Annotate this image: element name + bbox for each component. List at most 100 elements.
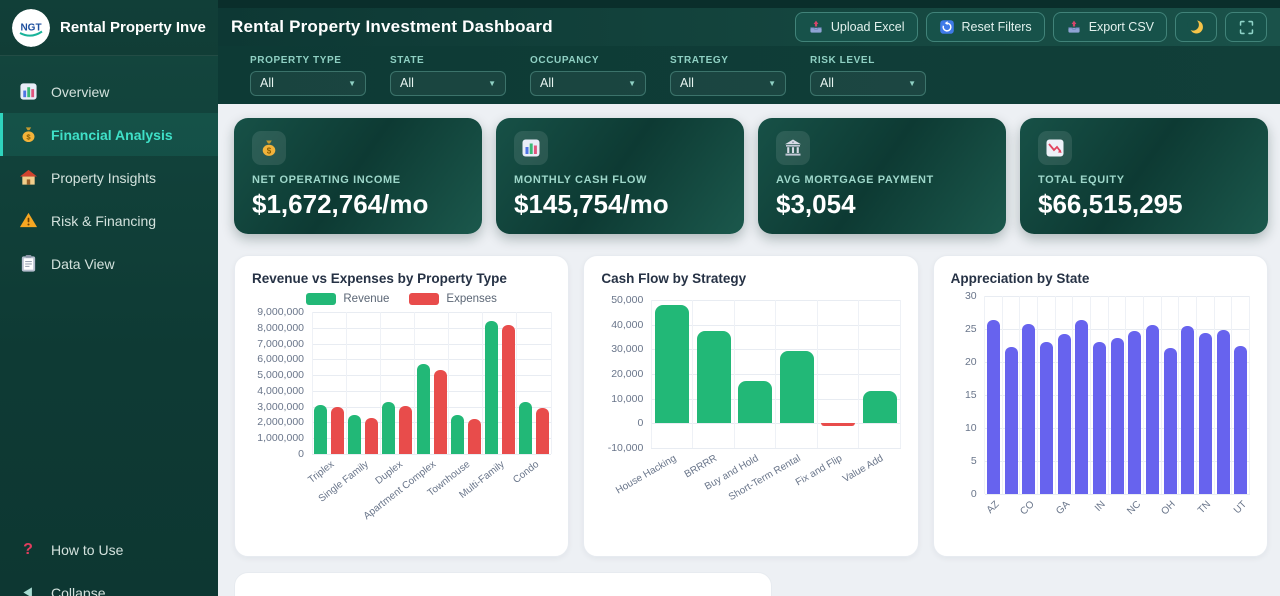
sidebar-item-overview[interactable]: Overview bbox=[0, 70, 218, 113]
legend-item-revenue[interactable]: Revenue bbox=[306, 293, 389, 305]
bar[interactable] bbox=[821, 423, 856, 426]
caret-down-icon: ▼ bbox=[768, 78, 776, 88]
bar[interactable] bbox=[1039, 341, 1053, 494]
bar[interactable] bbox=[738, 381, 773, 424]
content: $ NET OPERATING INCOME $1,672,764/mo MON… bbox=[218, 104, 1280, 596]
export-csv-button[interactable]: Export CSV bbox=[1052, 12, 1167, 42]
sidebar-footer: ? How to Use Collapse bbox=[0, 528, 218, 596]
question-icon: ? bbox=[23, 540, 33, 558]
gridline bbox=[651, 448, 901, 449]
upload-icon bbox=[810, 20, 822, 33]
bar[interactable] bbox=[416, 364, 430, 454]
bar[interactable] bbox=[862, 391, 897, 424]
bar[interactable] bbox=[1057, 334, 1071, 494]
x-tick-label: AZ bbox=[984, 499, 1002, 516]
bar[interactable] bbox=[1075, 319, 1089, 494]
occupancy-select[interactable]: All ▼ bbox=[530, 70, 646, 96]
dark-mode-toggle[interactable] bbox=[1175, 12, 1217, 42]
y-tick-label: 2,000,000 bbox=[257, 416, 304, 429]
bar[interactable] bbox=[450, 415, 464, 454]
bar[interactable] bbox=[365, 417, 379, 454]
gridline bbox=[312, 327, 552, 329]
gridline bbox=[858, 300, 860, 448]
gridline bbox=[312, 312, 552, 313]
gridline bbox=[1054, 296, 1056, 494]
bar[interactable] bbox=[655, 304, 690, 424]
bar[interactable] bbox=[1022, 323, 1036, 494]
property-type-select[interactable]: All ▼ bbox=[250, 70, 366, 96]
moon-icon bbox=[1187, 19, 1203, 34]
bar-chart-icon bbox=[18, 82, 38, 102]
bar[interactable] bbox=[1128, 330, 1142, 494]
y-tick-label: 5,000,000 bbox=[257, 369, 304, 382]
bar[interactable] bbox=[1110, 337, 1124, 494]
revenue-swatch bbox=[306, 293, 337, 305]
bar[interactable] bbox=[1198, 332, 1212, 494]
reset-filters-button[interactable]: Reset Filters bbox=[925, 12, 1045, 42]
bar[interactable] bbox=[433, 370, 447, 454]
gridline bbox=[1160, 296, 1162, 494]
bar[interactable] bbox=[1181, 326, 1195, 494]
chart-plot-area: 0 1,000,000 2,000,000 3,000,000 4,000,000 5,0… bbox=[252, 306, 552, 460]
gridline bbox=[379, 312, 381, 454]
sidebar-item-collapse[interactable]: Collapse bbox=[0, 571, 218, 596]
gridline bbox=[984, 296, 1250, 297]
bar[interactable] bbox=[986, 320, 1000, 494]
gridline bbox=[1072, 296, 1074, 494]
bar[interactable] bbox=[696, 330, 731, 424]
top-strip bbox=[218, 0, 1280, 8]
y-tick-label: 0 bbox=[298, 448, 304, 460]
x-tick-label: GA bbox=[1054, 499, 1073, 517]
bar[interactable] bbox=[1004, 346, 1018, 494]
y-tick-label: 30,000 bbox=[611, 343, 644, 356]
kpi-label: AVG MORTGAGE PAYMENT bbox=[776, 174, 934, 186]
bar[interactable] bbox=[399, 405, 413, 454]
bar[interactable] bbox=[348, 415, 362, 454]
kpi-label: NET OPERATING INCOME bbox=[252, 174, 401, 186]
legend-item-expenses[interactable]: Expenses bbox=[409, 293, 497, 305]
sidebar-item-data-view[interactable]: Data View bbox=[0, 242, 218, 285]
sidebar-item-risk-financing[interactable]: Risk & Financing bbox=[0, 199, 218, 242]
plot bbox=[650, 300, 901, 449]
sidebar-item-label: Property Insights bbox=[51, 169, 157, 186]
bar[interactable] bbox=[779, 350, 814, 424]
bar[interactable] bbox=[1163, 348, 1177, 494]
chart-title: Revenue vs Expenses by Property Type bbox=[252, 271, 507, 286]
y-tick-label: 10 bbox=[964, 422, 977, 434]
sidebar-item-property-insights[interactable]: Property Insights bbox=[0, 156, 218, 199]
sidebar-item-how-to-use[interactable]: ? How to Use bbox=[0, 528, 218, 571]
bar[interactable] bbox=[1092, 342, 1106, 494]
kpi-net-operating-income: $ NET OPERATING INCOME $1,672,764/mo bbox=[234, 118, 482, 234]
gridline bbox=[448, 312, 450, 454]
y-tick-label: 25 bbox=[964, 323, 977, 335]
state-select[interactable]: All ▼ bbox=[390, 70, 506, 96]
kpi-avg-mortgage-payment: AVG MORTGAGE PAYMENT $3,054 bbox=[758, 118, 1006, 234]
bar[interactable] bbox=[484, 320, 498, 454]
sidebar-nav: Overview $ Financial Analysis Property I… bbox=[0, 56, 218, 285]
filter-label: STRATEGY bbox=[670, 54, 729, 66]
upload-excel-button[interactable]: Upload Excel bbox=[794, 12, 918, 42]
bar[interactable] bbox=[314, 405, 328, 454]
risk-level-select[interactable]: All ▼ bbox=[810, 70, 926, 96]
bar[interactable] bbox=[518, 401, 532, 454]
bar[interactable] bbox=[1145, 325, 1159, 494]
x-tick-label: Value Add bbox=[841, 453, 886, 485]
sidebar-item-financial-analysis[interactable]: $ Financial Analysis bbox=[0, 113, 218, 156]
bar[interactable] bbox=[501, 325, 515, 454]
bar[interactable] bbox=[382, 401, 396, 454]
strategy-select[interactable]: All ▼ bbox=[670, 70, 786, 96]
gridline bbox=[312, 422, 552, 424]
bar[interactable] bbox=[535, 407, 549, 454]
gridline bbox=[312, 390, 552, 392]
bar[interactable] bbox=[1216, 330, 1230, 494]
x-tick-label: CO bbox=[1018, 499, 1037, 518]
bar[interactable] bbox=[1234, 345, 1248, 494]
bar[interactable] bbox=[331, 406, 345, 454]
house-icon bbox=[18, 168, 38, 188]
y-axis: 0 5 10 15 20 25 30 bbox=[951, 290, 985, 500]
bar[interactable] bbox=[467, 419, 481, 454]
money-bag-icon: $ bbox=[252, 131, 286, 165]
fullscreen-button[interactable] bbox=[1225, 12, 1267, 42]
gridline bbox=[650, 300, 652, 448]
gridline bbox=[1196, 296, 1198, 494]
